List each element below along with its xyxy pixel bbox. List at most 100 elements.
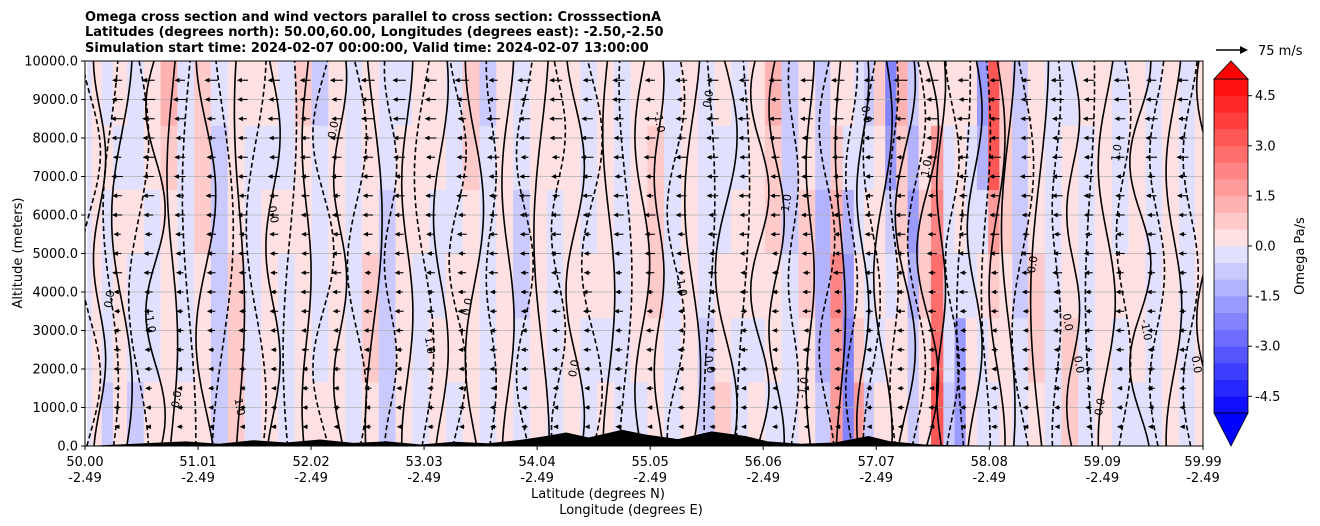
wind-vector-head — [677, 231, 683, 237]
wind-vector-head — [396, 424, 402, 430]
wind-vector-head — [895, 308, 901, 314]
omega-cell — [613, 189, 632, 255]
wind-vector-head — [551, 174, 557, 179]
omega-cell — [101, 125, 114, 190]
wind-vector-head — [929, 366, 935, 372]
wind-vector-head — [332, 289, 338, 295]
omega-cell — [965, 125, 978, 190]
x-tick-label-lon: -2.49 — [1186, 471, 1220, 486]
wind-vector-head — [331, 97, 337, 102]
wind-vector-head — [1179, 385, 1185, 391]
omega-cell — [999, 317, 1013, 383]
contour-line — [834, 61, 847, 446]
wind-vector-head — [270, 270, 276, 276]
colorbar-band — [1214, 296, 1248, 314]
wind-vector-head — [1083, 97, 1089, 102]
wind-vector-head — [176, 366, 182, 372]
contour-line — [1182, 61, 1200, 446]
wind-vector-head — [739, 174, 745, 179]
wind-vector-head — [803, 366, 809, 372]
colorbar-tick-label: 4.5 — [1255, 89, 1276, 104]
wind-vector-head — [427, 405, 433, 410]
wind-vector-head — [487, 97, 493, 102]
wind-vector-head — [487, 135, 493, 141]
wind-vector-head — [929, 424, 935, 430]
wind-vector-head — [1114, 212, 1120, 218]
contour-line — [364, 61, 383, 446]
wind-vector-head — [1084, 231, 1090, 237]
omega-cell — [680, 317, 699, 383]
wind-vector-head — [392, 116, 398, 122]
wind-vector-head — [772, 424, 778, 430]
wind-vector-head — [957, 77, 963, 83]
wind-vector-head — [613, 154, 619, 160]
omega-cell — [112, 381, 128, 446]
wind-vector-head — [1021, 347, 1027, 353]
omega-cell — [445, 125, 464, 190]
wind-vector-head — [895, 116, 901, 122]
wind-vector-head — [456, 174, 462, 179]
contour-line — [565, 61, 586, 446]
wind-vector-head — [613, 116, 619, 122]
wind-vector-head — [771, 405, 777, 410]
wind-vector-head — [329, 77, 335, 83]
wind-vector-head — [1083, 251, 1089, 256]
omega-cell — [1178, 253, 1196, 319]
wind-vector-head — [486, 116, 492, 122]
wind-vector-head — [706, 174, 712, 179]
wind-vector-head — [520, 308, 526, 314]
omega-cell — [529, 317, 548, 383]
colorbar-band — [1214, 362, 1248, 380]
omega-cell — [563, 189, 581, 255]
contour-label: 0.0 — [1060, 312, 1076, 331]
wind-vector-head — [144, 231, 150, 237]
wind-vector-head — [896, 154, 902, 160]
omega-cell — [918, 61, 932, 126]
omega-cell — [918, 253, 932, 319]
wind-vector-head — [489, 289, 495, 295]
wind-vector-head — [456, 135, 462, 141]
omega-cell — [328, 253, 346, 319]
wind-vector-head — [833, 289, 839, 295]
omega-cell — [177, 381, 195, 446]
wind-vector-head — [706, 97, 712, 102]
omega-cell — [445, 317, 464, 383]
wind-vector-head — [925, 116, 931, 122]
omega-cell — [781, 61, 800, 126]
wind-vector-head — [176, 308, 182, 314]
contour-line — [1065, 61, 1081, 446]
omega-cell — [513, 61, 531, 126]
wind-vector-head — [393, 154, 399, 160]
wind-vector-head — [426, 231, 432, 237]
wind-vector-head — [1146, 212, 1152, 218]
x-tick-label-lon: -2.49 — [520, 471, 554, 486]
wind-vector-head — [302, 424, 308, 430]
omega-cell — [731, 189, 749, 255]
wind-vector-head — [1115, 270, 1121, 276]
omega-cell — [647, 61, 665, 126]
omega-cell — [126, 381, 145, 446]
wind-vector-head — [205, 193, 211, 199]
wind-vector-head — [706, 154, 712, 160]
contour-line — [102, 61, 120, 446]
wind-vector-head — [1054, 405, 1060, 410]
wind-vector-head — [865, 289, 871, 295]
colorbar-band — [1214, 246, 1248, 263]
colorbar-band — [1214, 329, 1248, 347]
wind-vector-head — [270, 289, 276, 295]
wind-vector-head — [458, 385, 464, 391]
wind-vector-head — [333, 385, 339, 391]
wind-vector-head — [1114, 251, 1120, 256]
wind-vector-head — [675, 193, 681, 199]
wind-vector-head — [614, 270, 620, 276]
wind-vector-head — [801, 251, 807, 256]
wind-vector-head — [267, 77, 273, 83]
wind-vector-head — [615, 289, 621, 295]
x-tick-label-lat: 59.09 — [1084, 455, 1121, 470]
omega-cell — [1061, 125, 1079, 190]
wind-vector-head — [362, 212, 368, 218]
wind-vector-head — [645, 174, 651, 179]
wind-vector-head — [114, 308, 120, 314]
wind-vector-head — [425, 174, 431, 179]
colorbar-label: Omega Pa/s — [1293, 217, 1308, 295]
